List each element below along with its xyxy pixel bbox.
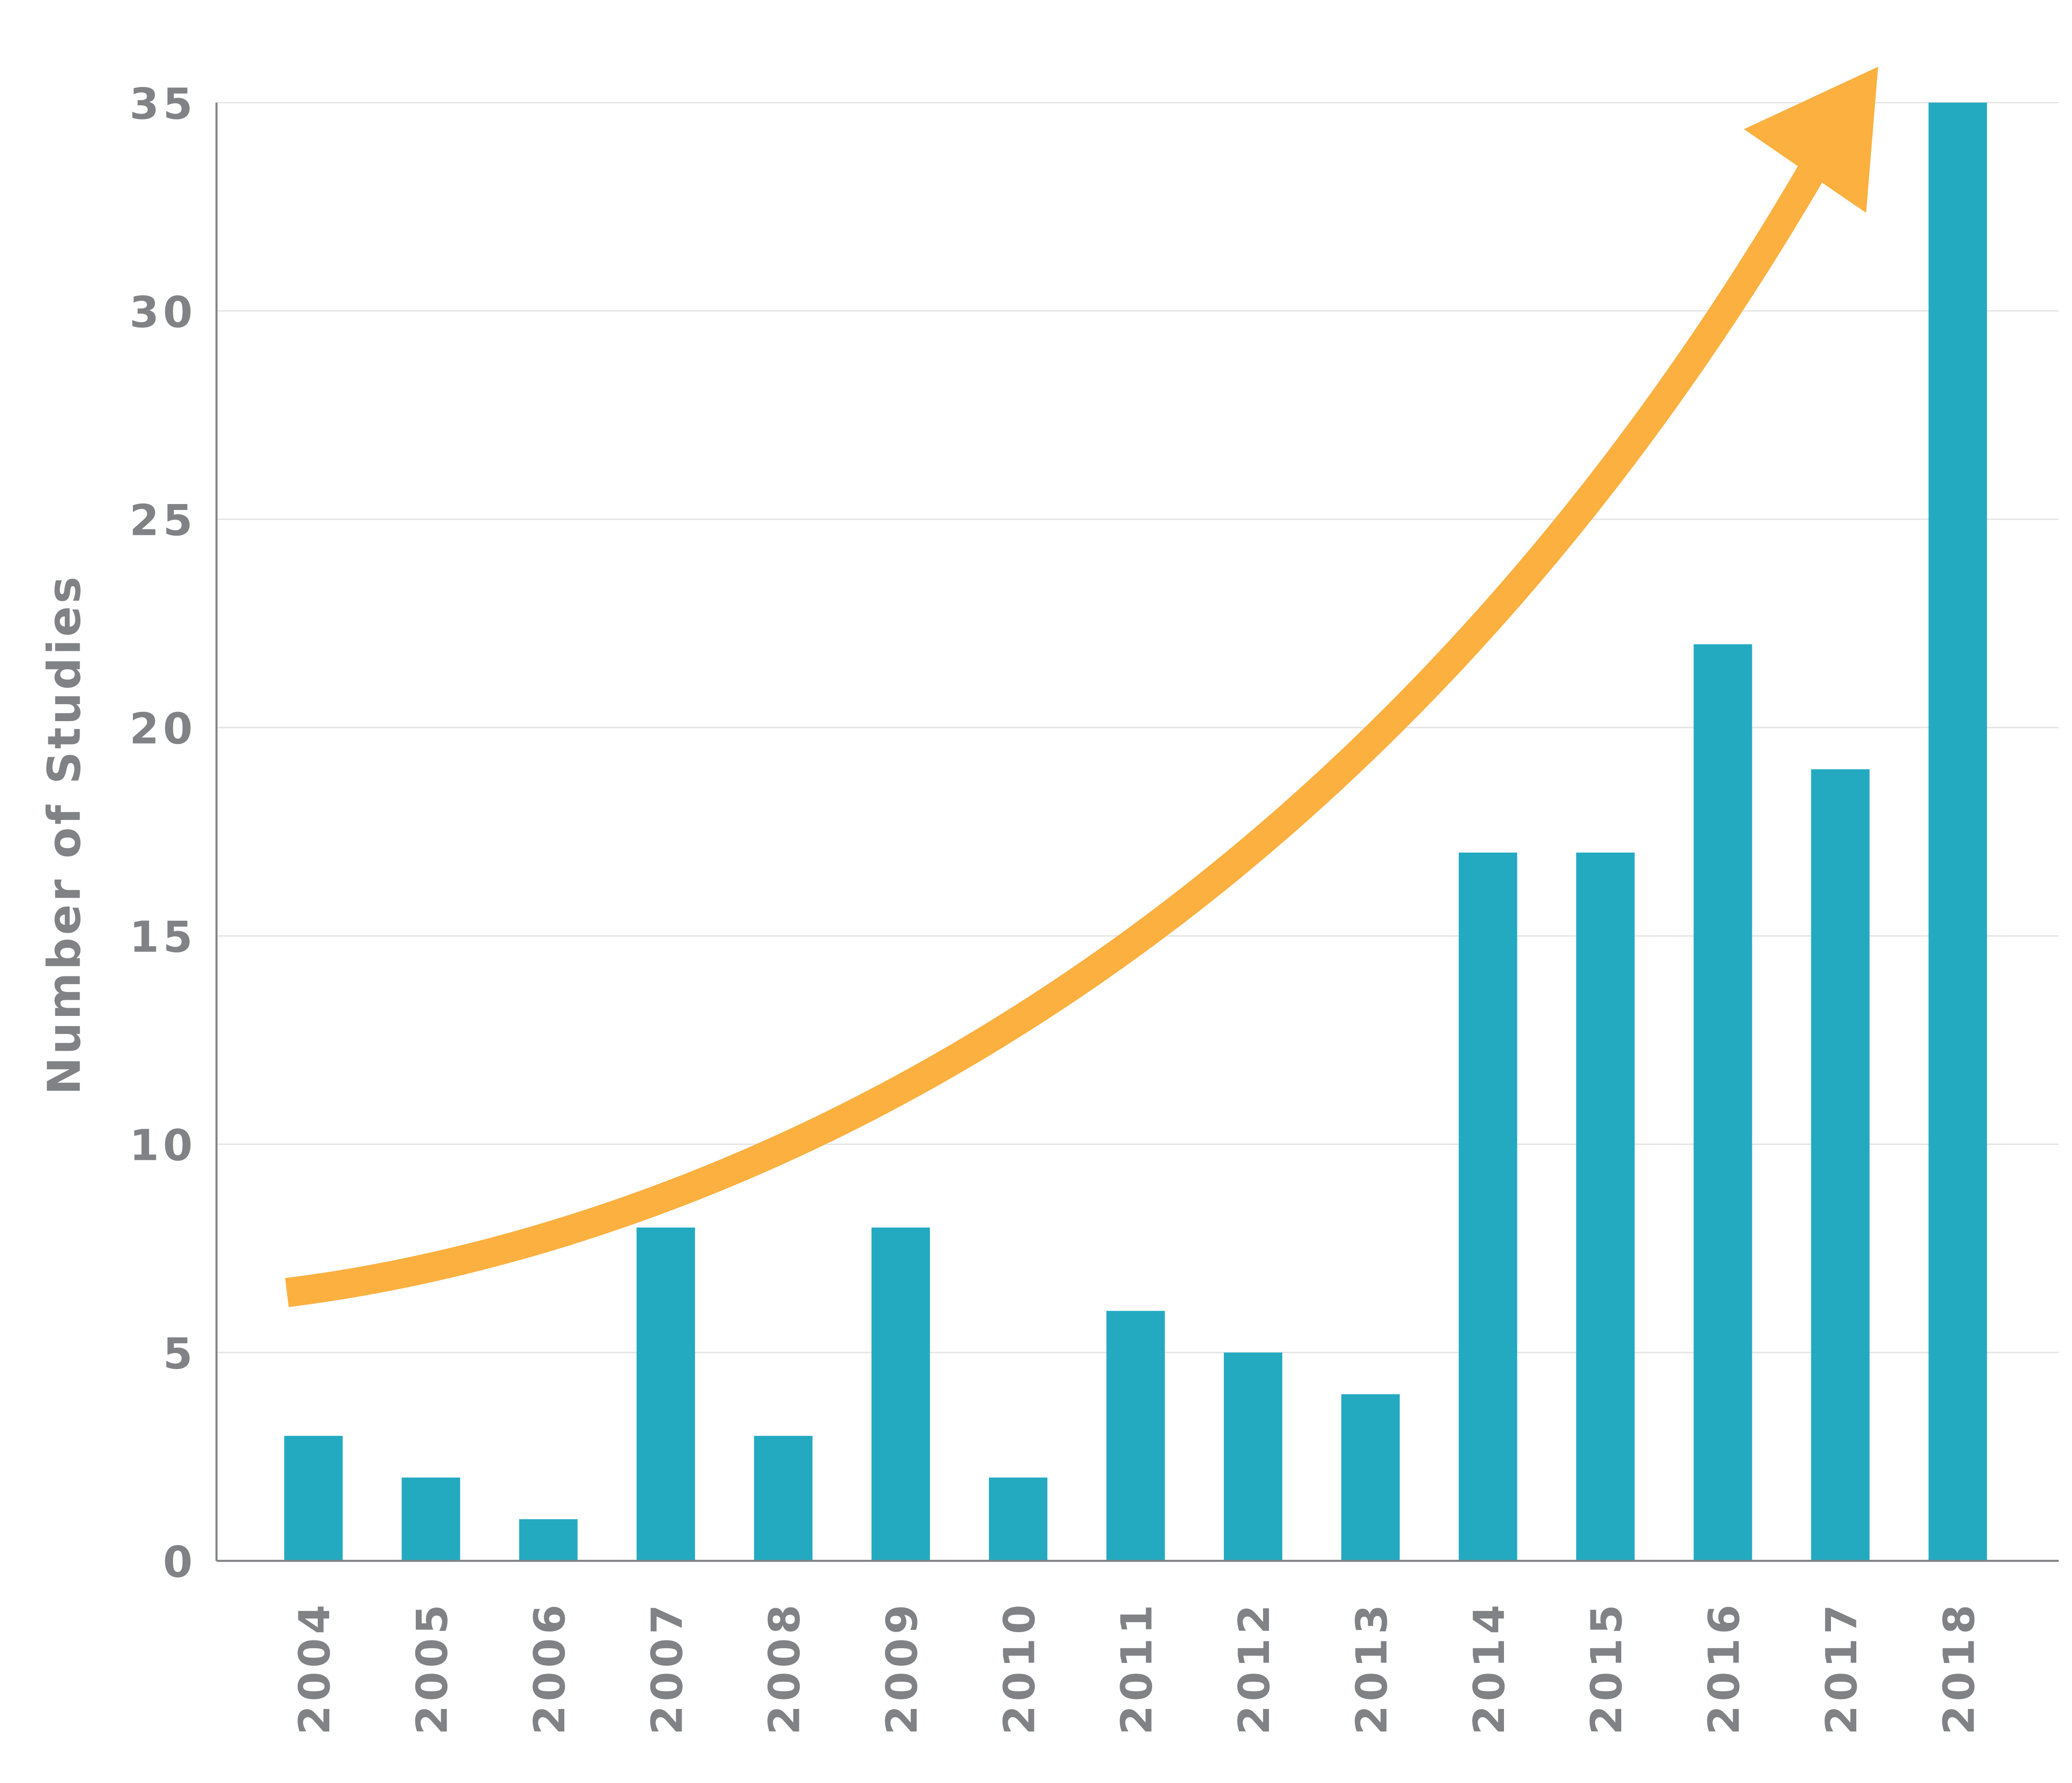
bar-2010 <box>989 1477 1048 1561</box>
bar-2012 <box>1223 1352 1282 1561</box>
x-tick-label: 2018 <box>1934 1600 1984 1735</box>
x-tick-label: 2007 <box>642 1600 692 1735</box>
x-tick-labels: 2004 2005 2006 2007 2008 2009 2010 2011 2012 2013… <box>290 1600 1984 1735</box>
bar-2008 <box>754 1436 813 1561</box>
bar-2011 <box>1106 1311 1165 1561</box>
bar-2004 <box>284 1436 343 1561</box>
gridlines <box>216 102 2059 1353</box>
bar-2018 <box>1929 103 1987 1561</box>
y-tick-label: 25 <box>129 496 196 545</box>
bar-2005 <box>402 1477 460 1561</box>
trend-arrow <box>285 67 1878 1307</box>
y-tick-label: 0 <box>163 1537 196 1587</box>
bar-2007 <box>637 1227 695 1561</box>
bar-2017 <box>1811 769 1870 1561</box>
y-axis-label: Number of Studies <box>38 574 91 1095</box>
axes <box>215 103 2059 1562</box>
y-tick-label: 10 <box>129 1121 196 1170</box>
x-tick-label: 2013 <box>1347 1600 1396 1735</box>
y-tick-label: 15 <box>129 912 196 962</box>
x-tick-label: 2010 <box>994 1600 1044 1735</box>
bar-2009 <box>871 1227 930 1561</box>
trend-arrow-head <box>1744 67 1878 213</box>
x-tick-label: 2016 <box>1699 1600 1749 1735</box>
x-tick-label: 2008 <box>760 1600 809 1735</box>
y-tick-labels: 0 5 10 15 20 25 30 35 <box>129 79 196 1587</box>
y-tick-label: 5 <box>163 1329 196 1379</box>
bar-2006 <box>519 1519 578 1561</box>
x-tick-label: 2017 <box>1817 1600 1866 1735</box>
x-tick-label: 2011 <box>1112 1600 1162 1735</box>
y-tick-label: 35 <box>129 79 196 129</box>
bar-2016 <box>1693 644 1752 1561</box>
x-tick-label: 2006 <box>525 1600 574 1735</box>
x-tick-label: 2012 <box>1229 1600 1279 1735</box>
bar-2014 <box>1458 852 1517 1561</box>
trend-arrow-shaft <box>285 155 1830 1307</box>
x-tick-label: 2004 <box>290 1600 339 1735</box>
y-tick-label: 20 <box>129 704 196 754</box>
x-tick-label: 2005 <box>408 1600 457 1735</box>
bar-2015 <box>1576 852 1635 1561</box>
x-tick-label: 2015 <box>1582 1600 1631 1735</box>
x-tick-label: 2014 <box>1464 1600 1514 1735</box>
x-tick-label: 2009 <box>877 1600 927 1735</box>
bars <box>284 103 1987 1561</box>
y-tick-label: 30 <box>129 287 196 337</box>
bar-2013 <box>1341 1394 1400 1561</box>
